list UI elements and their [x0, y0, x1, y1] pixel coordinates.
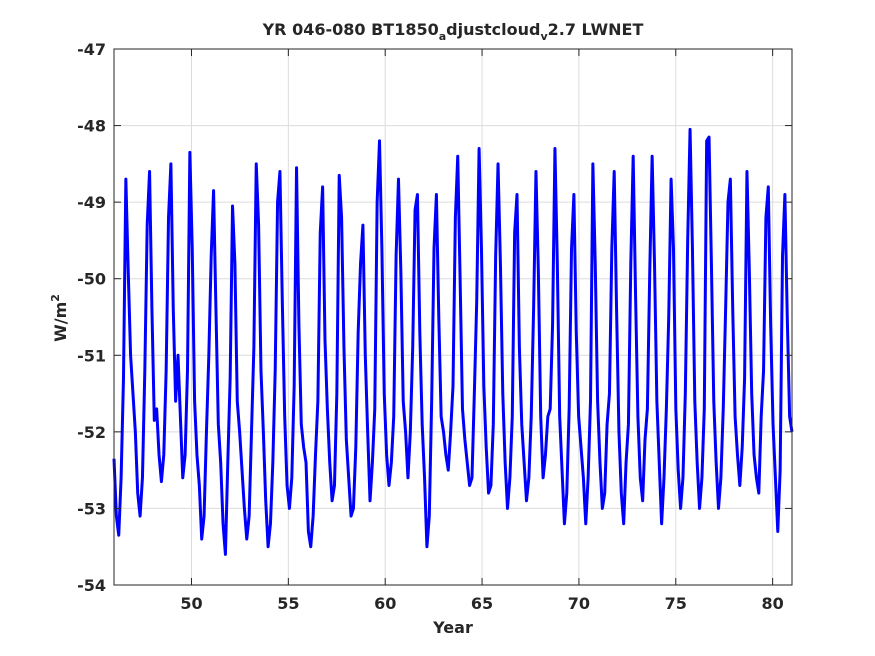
chart-title: YR 046-080 BT1850adjustcloudv2.7 LWNET	[262, 20, 644, 43]
y-tick-label: -50	[77, 270, 106, 289]
y-tick-label: -53	[77, 499, 106, 518]
x-tick-label: 60	[374, 594, 396, 613]
y-tick-label: -47	[77, 40, 106, 59]
x-tick-label: 55	[277, 594, 299, 613]
series-line	[112, 127, 794, 556]
x-tick-label: 70	[568, 594, 590, 613]
x-tick-label: 75	[665, 594, 687, 613]
x-tick-label: 80	[761, 594, 783, 613]
y-axis-label: W/m2	[49, 294, 70, 342]
series-layer	[112, 127, 794, 556]
y-tick-label: -49	[77, 193, 106, 212]
y-tick-label: -54	[77, 576, 106, 595]
x-axis-label: Year	[432, 618, 473, 637]
x-tick-label: 50	[180, 594, 202, 613]
x-tick-label: 65	[471, 594, 493, 613]
y-tick-label: -52	[77, 423, 106, 442]
ticks: 50 55 60 65 70 75 80 -54 -53 -52 -51 -50 -49 -48 -47	[77, 40, 792, 613]
y-tick-label: -51	[77, 346, 106, 365]
y-tick-label: -48	[77, 117, 106, 136]
axes-box	[113, 48, 793, 586]
